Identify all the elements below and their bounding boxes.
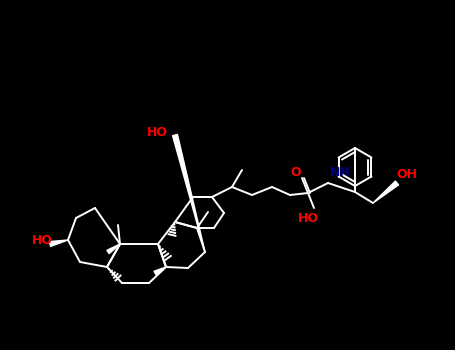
Polygon shape [50,240,68,246]
Polygon shape [373,181,399,203]
Text: O: O [291,166,301,178]
Text: HO: HO [298,211,318,224]
Polygon shape [154,267,166,275]
Text: OH: OH [396,168,418,182]
Text: HO: HO [31,233,52,246]
Text: HO: HO [147,126,167,140]
Polygon shape [107,244,120,254]
Polygon shape [172,134,205,252]
Text: NH: NH [329,167,350,180]
